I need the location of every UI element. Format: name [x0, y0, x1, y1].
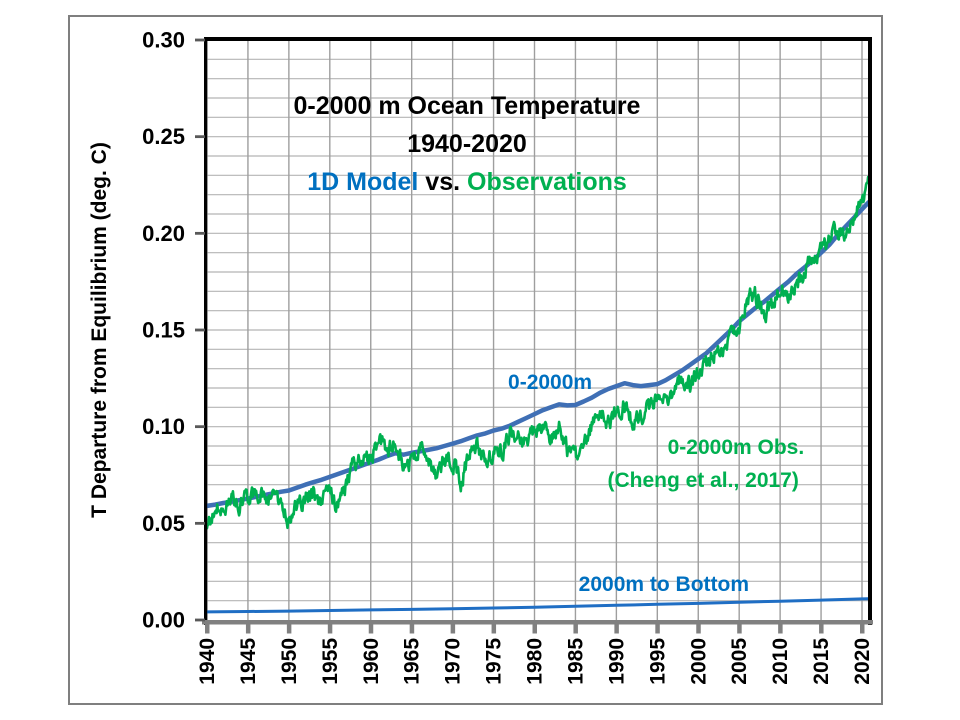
x-tick-label: 1980: [524, 638, 547, 685]
x-tick-mark: [860, 624, 865, 634]
x-tick-mark: [655, 624, 660, 634]
y-tick-mark: [195, 135, 205, 139]
annotation-2000m-to-bottom: 2000m to Bottom: [578, 573, 750, 596]
annotation-model-0-2000m: 0-2000m: [508, 370, 593, 394]
y-tick-mark: [195, 618, 205, 622]
series-line-2: [205, 597, 870, 614]
x-tick-label: 1985: [564, 638, 587, 685]
y-tick-label: 0.05: [142, 511, 185, 536]
x-tick-mark: [532, 624, 537, 634]
x-tick-label: 1970: [442, 638, 465, 685]
y-axis-title: T Departure from Equilibrium (deg. C): [88, 142, 111, 518]
x-tick-mark: [696, 624, 701, 634]
x-tick-label: 2020: [851, 638, 874, 685]
page-frame: [68, 15, 883, 705]
y-tick-mark: [195, 521, 205, 525]
x-tick-mark: [819, 624, 824, 634]
x-tick-mark: [327, 624, 333, 634]
x-tick-mark: [286, 624, 292, 634]
x-tick-label: 1995: [646, 638, 669, 685]
x-tick-mark: [573, 624, 578, 634]
x-tick-mark: [778, 624, 783, 634]
y-tick-label: 0.15: [142, 318, 185, 343]
x-tick-label: 1960: [360, 638, 383, 685]
chart-title-line2: 1940-2020: [407, 130, 527, 158]
axis-ticks: [195, 38, 865, 634]
x-tick-label: 1955: [319, 638, 342, 685]
x-tick-mark: [614, 624, 619, 634]
x-tick-mark: [491, 624, 497, 634]
x-tick-mark: [737, 624, 742, 634]
x-tick-mark: [450, 624, 456, 634]
vertical-gridlines: [206, 40, 863, 622]
y-tick-label: 0.25: [142, 124, 185, 149]
observations-label-part: Observations: [467, 168, 627, 196]
model-label-part: 1D Model: [307, 168, 419, 196]
y-tick-label: 0.00: [142, 608, 185, 633]
y-tick-label: 0.30: [142, 28, 185, 53]
y-tick-mark: [195, 231, 205, 235]
y-tick-label: 0.10: [142, 414, 185, 439]
x-tick-label: 1975: [483, 638, 506, 685]
y-tick-mark: [195, 425, 205, 429]
x-tick-mark: [368, 624, 374, 634]
y-tick-mark: [195, 328, 205, 332]
x-tick-label: 1940: [196, 638, 219, 685]
series-line-0: [205, 200, 870, 509]
chart-title-line1: 0-2000 m Ocean Temperature: [293, 92, 641, 120]
plot-border: [202, 37, 873, 625]
x-tick-label: 2015: [810, 638, 833, 685]
x-tick-label: 1950: [278, 638, 301, 685]
y-tick-label: 0.20: [142, 221, 185, 246]
vs-label-part: vs.: [418, 168, 467, 196]
x-axis-line: [202, 620, 873, 625]
x-tick-label: 1965: [401, 638, 424, 685]
data-series: [205, 175, 870, 614]
x-tick-mark: [409, 624, 415, 634]
x-tick-label: 2005: [728, 638, 751, 685]
x-tick-mark: [205, 624, 210, 634]
y-tick-mark: [195, 38, 205, 42]
annotation-obs-citation: (Cheng et al., 2017): [607, 468, 799, 492]
x-tick-labels: 1940 1945 1950 1955 1960 1965 1970 1975 1980 1985…: [196, 638, 874, 685]
x-tick-label: 1990: [605, 638, 628, 685]
y-tick-labels: 0.00 0.05 0.10 0.15 0.20 0.25 0.30: [142, 28, 185, 633]
x-tick-label: 2010: [769, 638, 792, 685]
chart-title-line3: 1D Model vs. Observations: [167, 168, 767, 197]
x-tick-mark: [245, 624, 251, 634]
x-tick-label: 2000: [687, 638, 710, 685]
annotation-obs-label: 0-2000m Obs.: [667, 435, 805, 459]
x-tick-label: 1945: [237, 638, 260, 685]
series-line-1: [205, 175, 870, 530]
